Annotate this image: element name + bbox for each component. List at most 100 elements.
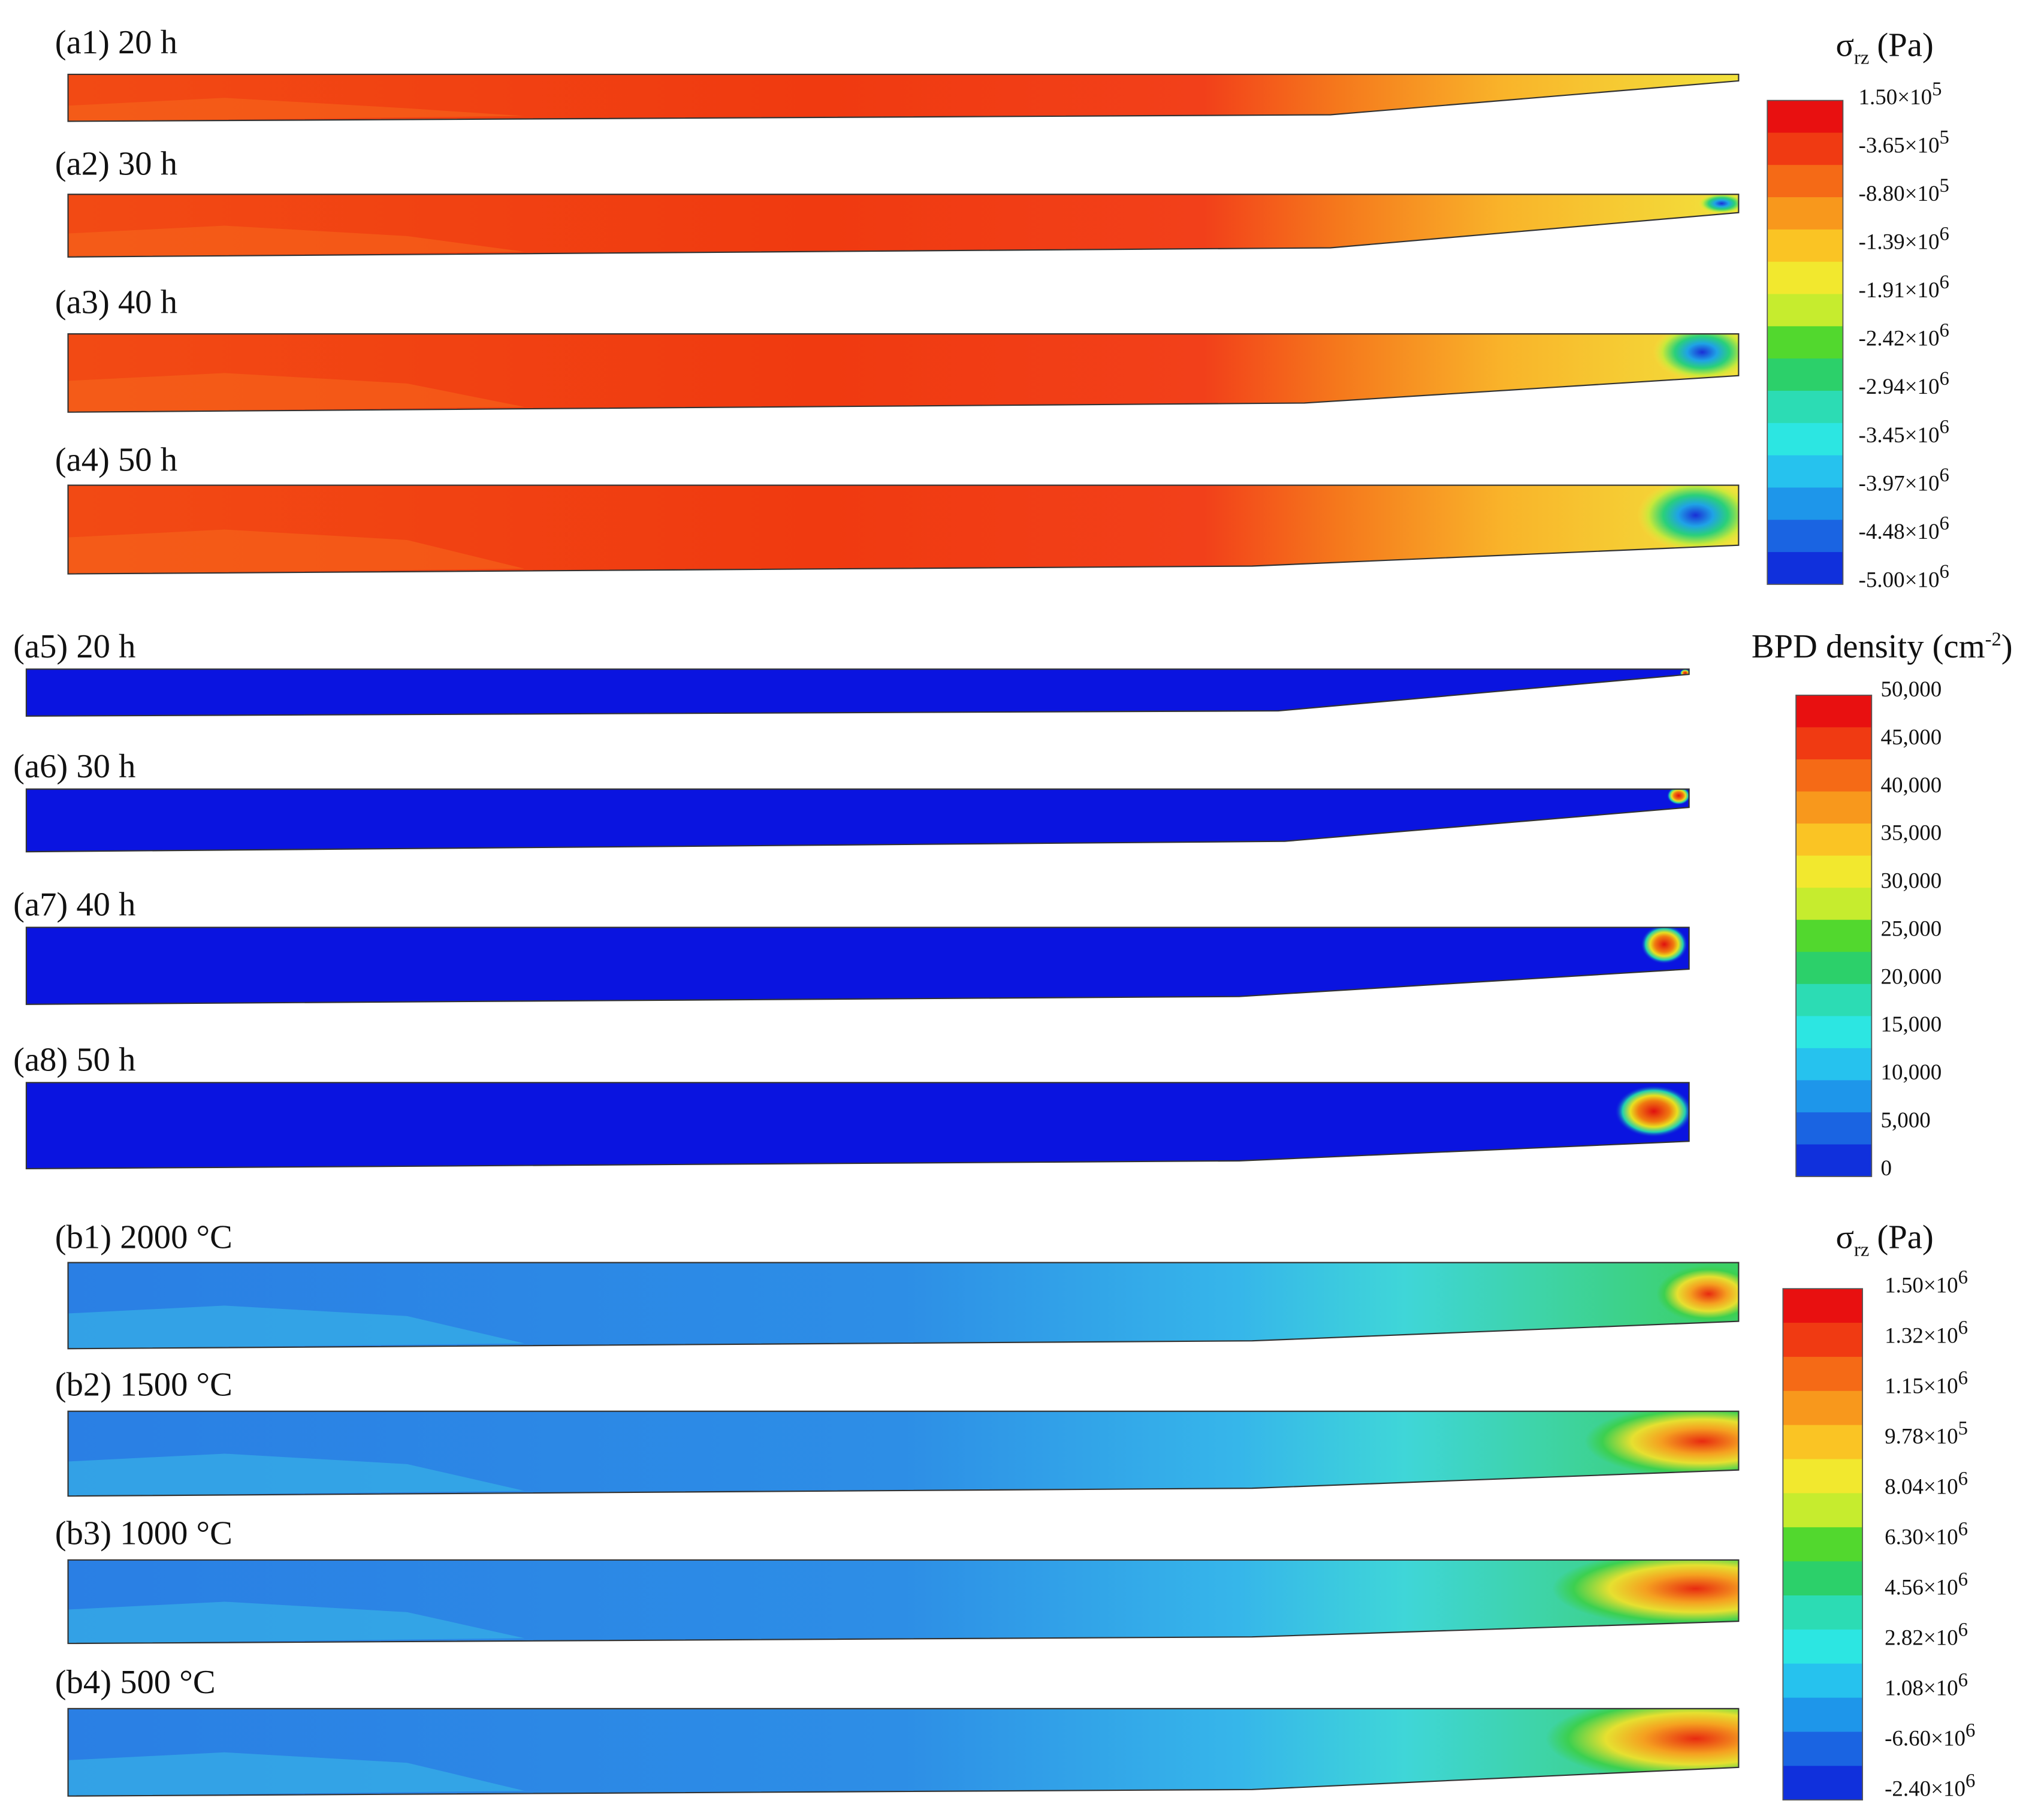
tick-times: ×10 xyxy=(1924,1676,1958,1701)
contour-patch xyxy=(68,529,525,574)
tick-exponent: 6 xyxy=(1958,1468,1968,1489)
tick-times: ×10 xyxy=(1905,327,1940,351)
panel-label: (a7) 40 h xyxy=(13,886,135,924)
tick-mantissa: 6.30 xyxy=(1885,1525,1924,1550)
colorbar-tick-label: 35,000 xyxy=(1881,821,1942,846)
colorbar-band xyxy=(1796,791,1872,824)
colorbar-band xyxy=(1783,1663,1863,1699)
tick-mantissa: -8.80 xyxy=(1859,182,1905,206)
contour-field xyxy=(26,669,1689,716)
tick-mantissa: -3.97 xyxy=(1859,471,1905,496)
contour-patch xyxy=(68,1601,525,1644)
panel-label: (a5) 20 h xyxy=(13,628,135,665)
tick-mantissa: 4.56 xyxy=(1885,1576,1924,1600)
colorbar-tick-label: 15,000 xyxy=(1881,1012,1942,1037)
colorbar-band xyxy=(1796,823,1872,856)
tick-times: ×10 xyxy=(1924,1576,1958,1600)
contour-field xyxy=(26,789,1689,852)
colorbar-band xyxy=(1767,132,1843,165)
panel-label: (a2) 30 h xyxy=(55,146,177,183)
colorbar-band xyxy=(1783,1425,1863,1460)
colorbar-title: σrz (Pa) xyxy=(1836,27,1934,69)
colorbar-tick-label: 1.15×106 xyxy=(1885,1367,1968,1398)
tick-mantissa: 1.32 xyxy=(1885,1324,1924,1349)
tick-exponent: 6 xyxy=(1958,1619,1968,1640)
tick-exponent: 6 xyxy=(1958,1266,1968,1288)
panel-outline xyxy=(67,1708,1740,1797)
tick-mantissa: -2.40 xyxy=(1885,1777,1931,1802)
colorbar-tick-label: -3.97×106 xyxy=(1859,464,1949,496)
tick-exponent: 6 xyxy=(1958,1669,1968,1691)
tick-mantissa: -3.45 xyxy=(1859,423,1905,448)
colorbar-band xyxy=(1796,695,1872,728)
title-unit: (Pa) xyxy=(1877,27,1933,64)
panel-label: (b4) 500 °C xyxy=(55,1664,216,1701)
colorbar-band xyxy=(1767,326,1843,359)
colorbar-band xyxy=(1767,165,1843,198)
tick-exponent: 6 xyxy=(1965,1770,1975,1791)
colorbar-tick-label: -5.00×106 xyxy=(1859,561,1949,592)
tick-times: ×10 xyxy=(1924,1374,1958,1399)
contour-panel xyxy=(68,74,1739,122)
contour-panel xyxy=(26,927,1689,1004)
colorbar-band xyxy=(1767,520,1843,553)
tick-mantissa: 1.50 xyxy=(1859,85,1898,110)
panel-label: (a1) 20 h xyxy=(55,24,177,61)
colorbar-band xyxy=(1796,1080,1872,1113)
colorbar-tick-label: 25,000 xyxy=(1881,916,1942,941)
colorbar-band xyxy=(1783,1561,1863,1596)
contour-hotspot xyxy=(1552,1559,1739,1628)
tick-exponent: 5 xyxy=(1939,175,1949,197)
colorbar-tick-label: 5,000 xyxy=(1881,1108,1931,1133)
tick-times: ×10 xyxy=(1905,520,1940,544)
tick-times: ×10 xyxy=(1924,1274,1958,1298)
contour-hotspot xyxy=(1641,927,1688,964)
panel-outline xyxy=(67,333,1740,413)
contour-panel xyxy=(68,485,1739,574)
tick-times: ×10 xyxy=(1905,182,1940,206)
title-unit: (Pa) xyxy=(1877,1219,1933,1256)
tick-mantissa: 2.82 xyxy=(1885,1626,1924,1651)
tick-exponent: 6 xyxy=(1939,319,1949,341)
contour-panel xyxy=(68,194,1739,257)
colorbar-tick-label: -2.42×106 xyxy=(1859,319,1949,351)
contour-patch xyxy=(68,225,525,257)
colorbar-tick-label: -2.40×106 xyxy=(1885,1770,1975,1801)
contour-hotspot xyxy=(1545,1708,1739,1782)
colorbar-band xyxy=(1796,1016,1872,1049)
panel-label: (a4) 50 h xyxy=(55,442,177,479)
contour-hotspot xyxy=(1656,1265,1739,1323)
colorbar-band xyxy=(1796,984,1872,1016)
colorbar-band xyxy=(1796,888,1872,921)
tick-times: ×10 xyxy=(1924,1475,1958,1500)
colorbar-tick-label: -4.48×106 xyxy=(1859,513,1949,544)
colorbar-band xyxy=(1783,1356,1863,1392)
colorbar-band xyxy=(1796,855,1872,888)
tick-mantissa: -5.00 xyxy=(1859,568,1905,592)
tick-mantissa: -1.39 xyxy=(1859,230,1905,255)
colorbar-title: BPD density (cm-2) xyxy=(1752,628,2013,665)
colorbar-tick-label: -1.91×106 xyxy=(1859,272,1949,303)
tick-mantissa: 1.08 xyxy=(1885,1676,1924,1701)
contour-panel xyxy=(68,1262,1739,1349)
contour-hotspot xyxy=(1666,789,1689,805)
title-close: ) xyxy=(2001,628,2013,665)
tick-exponent: 6 xyxy=(1939,464,1949,486)
title-symbol: σ xyxy=(1836,1219,1855,1256)
colorbar-frame xyxy=(1782,1288,1863,1801)
contour-field xyxy=(26,927,1689,1004)
colorbar-tick-label: 50,000 xyxy=(1881,677,1942,702)
colorbar-tick-label: 2.82×106 xyxy=(1885,1619,1968,1650)
colorbar-band xyxy=(1783,1595,1863,1630)
contour-panel xyxy=(68,1411,1739,1497)
tick-mantissa: -6.60 xyxy=(1885,1727,1931,1751)
tick-times: ×10 xyxy=(1905,423,1940,448)
colorbar-tick-label: -8.80×105 xyxy=(1859,175,1949,206)
colorbar-band xyxy=(1767,391,1843,424)
tick-exponent: 5 xyxy=(1939,126,1949,148)
colorbar-band xyxy=(1796,1048,1872,1081)
colorbar-band xyxy=(1796,1144,1872,1177)
contour-panel xyxy=(68,1708,1739,1796)
tick-times: ×10 xyxy=(1924,1525,1958,1550)
colorbar-tick-label: 1.32×106 xyxy=(1885,1317,1968,1348)
